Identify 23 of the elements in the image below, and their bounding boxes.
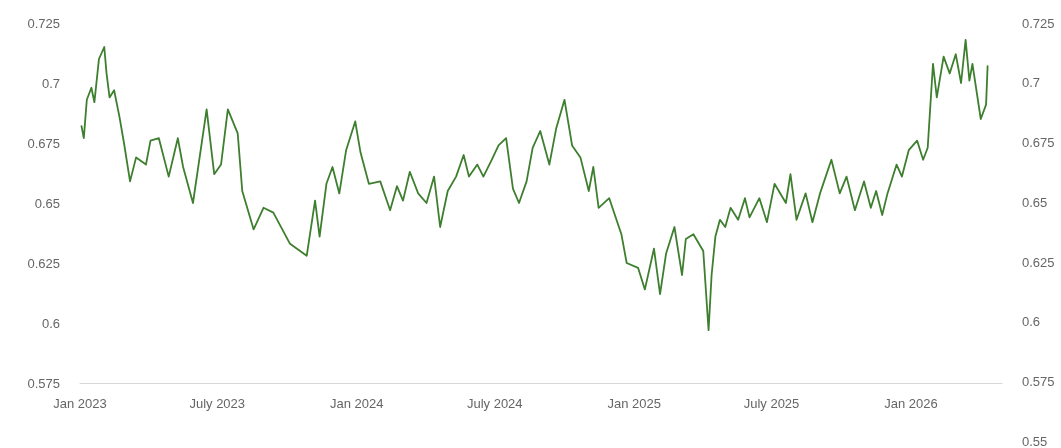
x-tick-label: Jan 2023	[53, 396, 107, 411]
x-tick-label: July 2023	[189, 396, 246, 411]
x-tick-label: Jan 2025	[607, 396, 662, 411]
y-tick-label: 0.625	[27, 255, 60, 271]
y2-tick-label: 0.6	[1022, 314, 1041, 330]
x-tick-label: July 2025	[743, 396, 800, 411]
x-tick-label: July 2024	[466, 396, 523, 411]
y2-tick-label: 0.575	[1022, 374, 1055, 390]
y2-tick-label: 0.725	[1022, 15, 1055, 31]
y2-tick-label: 0.65	[1022, 194, 1048, 210]
x-tick-label: Jan 2026	[884, 396, 938, 411]
y2-tick-label: 0.675	[1022, 135, 1055, 151]
x-tick-label: Jan 2024	[330, 396, 384, 411]
y-tick-label: 0.575	[27, 375, 60, 391]
y2-tick-label: 0.55	[1022, 434, 1048, 448]
y-tick-label: 0.675	[27, 135, 60, 151]
line-series	[80, 38, 989, 332]
y-tick-label: 0.65	[34, 195, 60, 211]
y2-tick-label: 0.7	[1022, 75, 1041, 91]
y2-tick-label: 0.625	[1022, 254, 1055, 270]
y-tick-label: 0.7	[41, 75, 60, 91]
y-tick-label: 0.6	[41, 315, 60, 331]
y-tick-label: 0.725	[27, 15, 60, 31]
